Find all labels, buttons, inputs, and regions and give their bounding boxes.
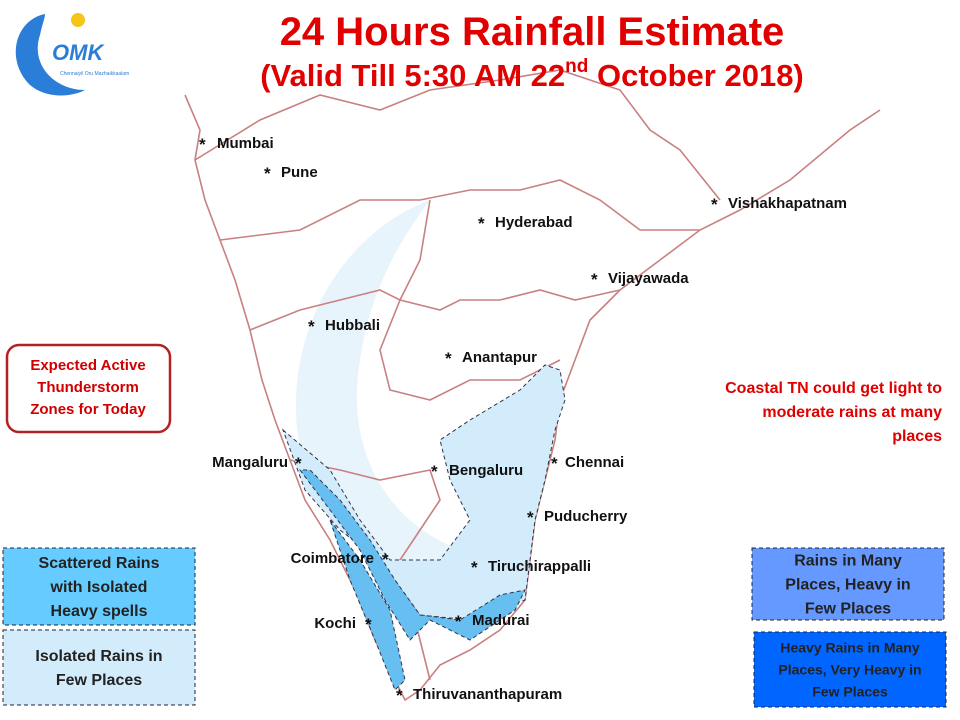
city-label: Pune xyxy=(281,164,318,181)
city-marker: * xyxy=(527,508,534,527)
legend-line: Rains in Many xyxy=(794,553,902,570)
legend-line: Few Places xyxy=(56,672,142,689)
thunderstorm-line: Thunderstorm xyxy=(37,379,139,396)
subtitle-superscript: nd xyxy=(565,56,588,77)
city-label: Chennai xyxy=(565,454,624,471)
city-label: Mumbai xyxy=(217,135,274,152)
logo-name: OMK xyxy=(52,40,105,65)
legend-swatch xyxy=(2,629,196,706)
borders xyxy=(184,69,881,702)
thunderstorm-box xyxy=(5,343,172,434)
city-marker: * xyxy=(551,454,558,473)
zone-scattered xyxy=(299,469,526,691)
city-label: Thiruvananthapuram xyxy=(413,686,562,703)
subtitle-after: October 2018) xyxy=(588,58,803,93)
thunderstorm-line: Zones for Today xyxy=(30,401,146,418)
legend-line: Few Places xyxy=(805,601,891,618)
city-label: Tiruchirappalli xyxy=(488,558,591,575)
city-label: Mangaluru xyxy=(212,454,288,471)
city-label: Anantapur xyxy=(462,349,537,366)
note-line: places xyxy=(892,428,942,445)
city-label: Vishakhapatnam xyxy=(728,195,847,212)
city-label: Bengaluru xyxy=(449,462,523,479)
city-label: Vijayawada xyxy=(608,270,689,287)
city-marker: * xyxy=(295,454,302,473)
city-label: Madurai xyxy=(472,612,530,629)
legend-line: Heavy Rains in Many xyxy=(780,639,919,655)
legend-line: Places, Very Heavy in xyxy=(778,661,921,677)
city-marker: * xyxy=(431,462,438,481)
legend-swatch xyxy=(751,547,945,621)
city-marker: * xyxy=(382,550,389,569)
watermark xyxy=(295,200,520,577)
legend-swatch xyxy=(2,547,196,626)
logo: OMK Chennaiyil Oru Mazhaikkaalam xyxy=(15,13,129,96)
city-marker: * xyxy=(199,135,206,154)
city-marker: * xyxy=(365,615,372,634)
title: 24 Hours Rainfall Estimate xyxy=(280,10,785,54)
city-label: Kochi xyxy=(314,615,356,632)
legend-line: Heavy spells xyxy=(51,603,148,620)
dynamic-layer: * Mumbai * Pune * Hyderabad * Vishakhapatnam * Vi… xyxy=(2,135,947,708)
thunderstorm-line: Expected Active xyxy=(30,357,145,374)
city-marker: * xyxy=(445,349,452,368)
city-marker: * xyxy=(396,686,403,705)
city-marker: * xyxy=(478,214,485,233)
legend-line: Scattered Rains xyxy=(39,555,160,572)
city-marker: * xyxy=(308,317,315,336)
legend-swatch xyxy=(753,631,947,708)
city-label: Puducherry xyxy=(544,508,628,525)
city-label: Coimbatore xyxy=(291,550,374,567)
legend-line: Isolated Rains in xyxy=(35,648,162,665)
note-line: Coastal TN could get light to xyxy=(725,380,942,397)
city-marker: * xyxy=(455,612,462,631)
note-line: moderate rains at many xyxy=(762,404,942,421)
city-marker: * xyxy=(711,195,718,214)
subtitle: (Valid Till 5:30 AM 22nd October 2018) xyxy=(260,56,804,93)
city-marker: * xyxy=(264,164,271,183)
city-marker: * xyxy=(591,270,598,289)
city-marker: * xyxy=(471,558,478,577)
legend-line: Places, Heavy in xyxy=(785,577,910,594)
city-label: Hubbali xyxy=(325,317,380,334)
legend-line: Few Places xyxy=(812,683,888,699)
logo-tagline: Chennaiyil Oru Mazhaikkaalam xyxy=(60,71,129,77)
subtitle-before: (Valid Till 5:30 AM 22 xyxy=(260,58,565,93)
city-label: Hyderabad xyxy=(495,214,573,231)
legend-line: with Isolated xyxy=(50,579,148,596)
